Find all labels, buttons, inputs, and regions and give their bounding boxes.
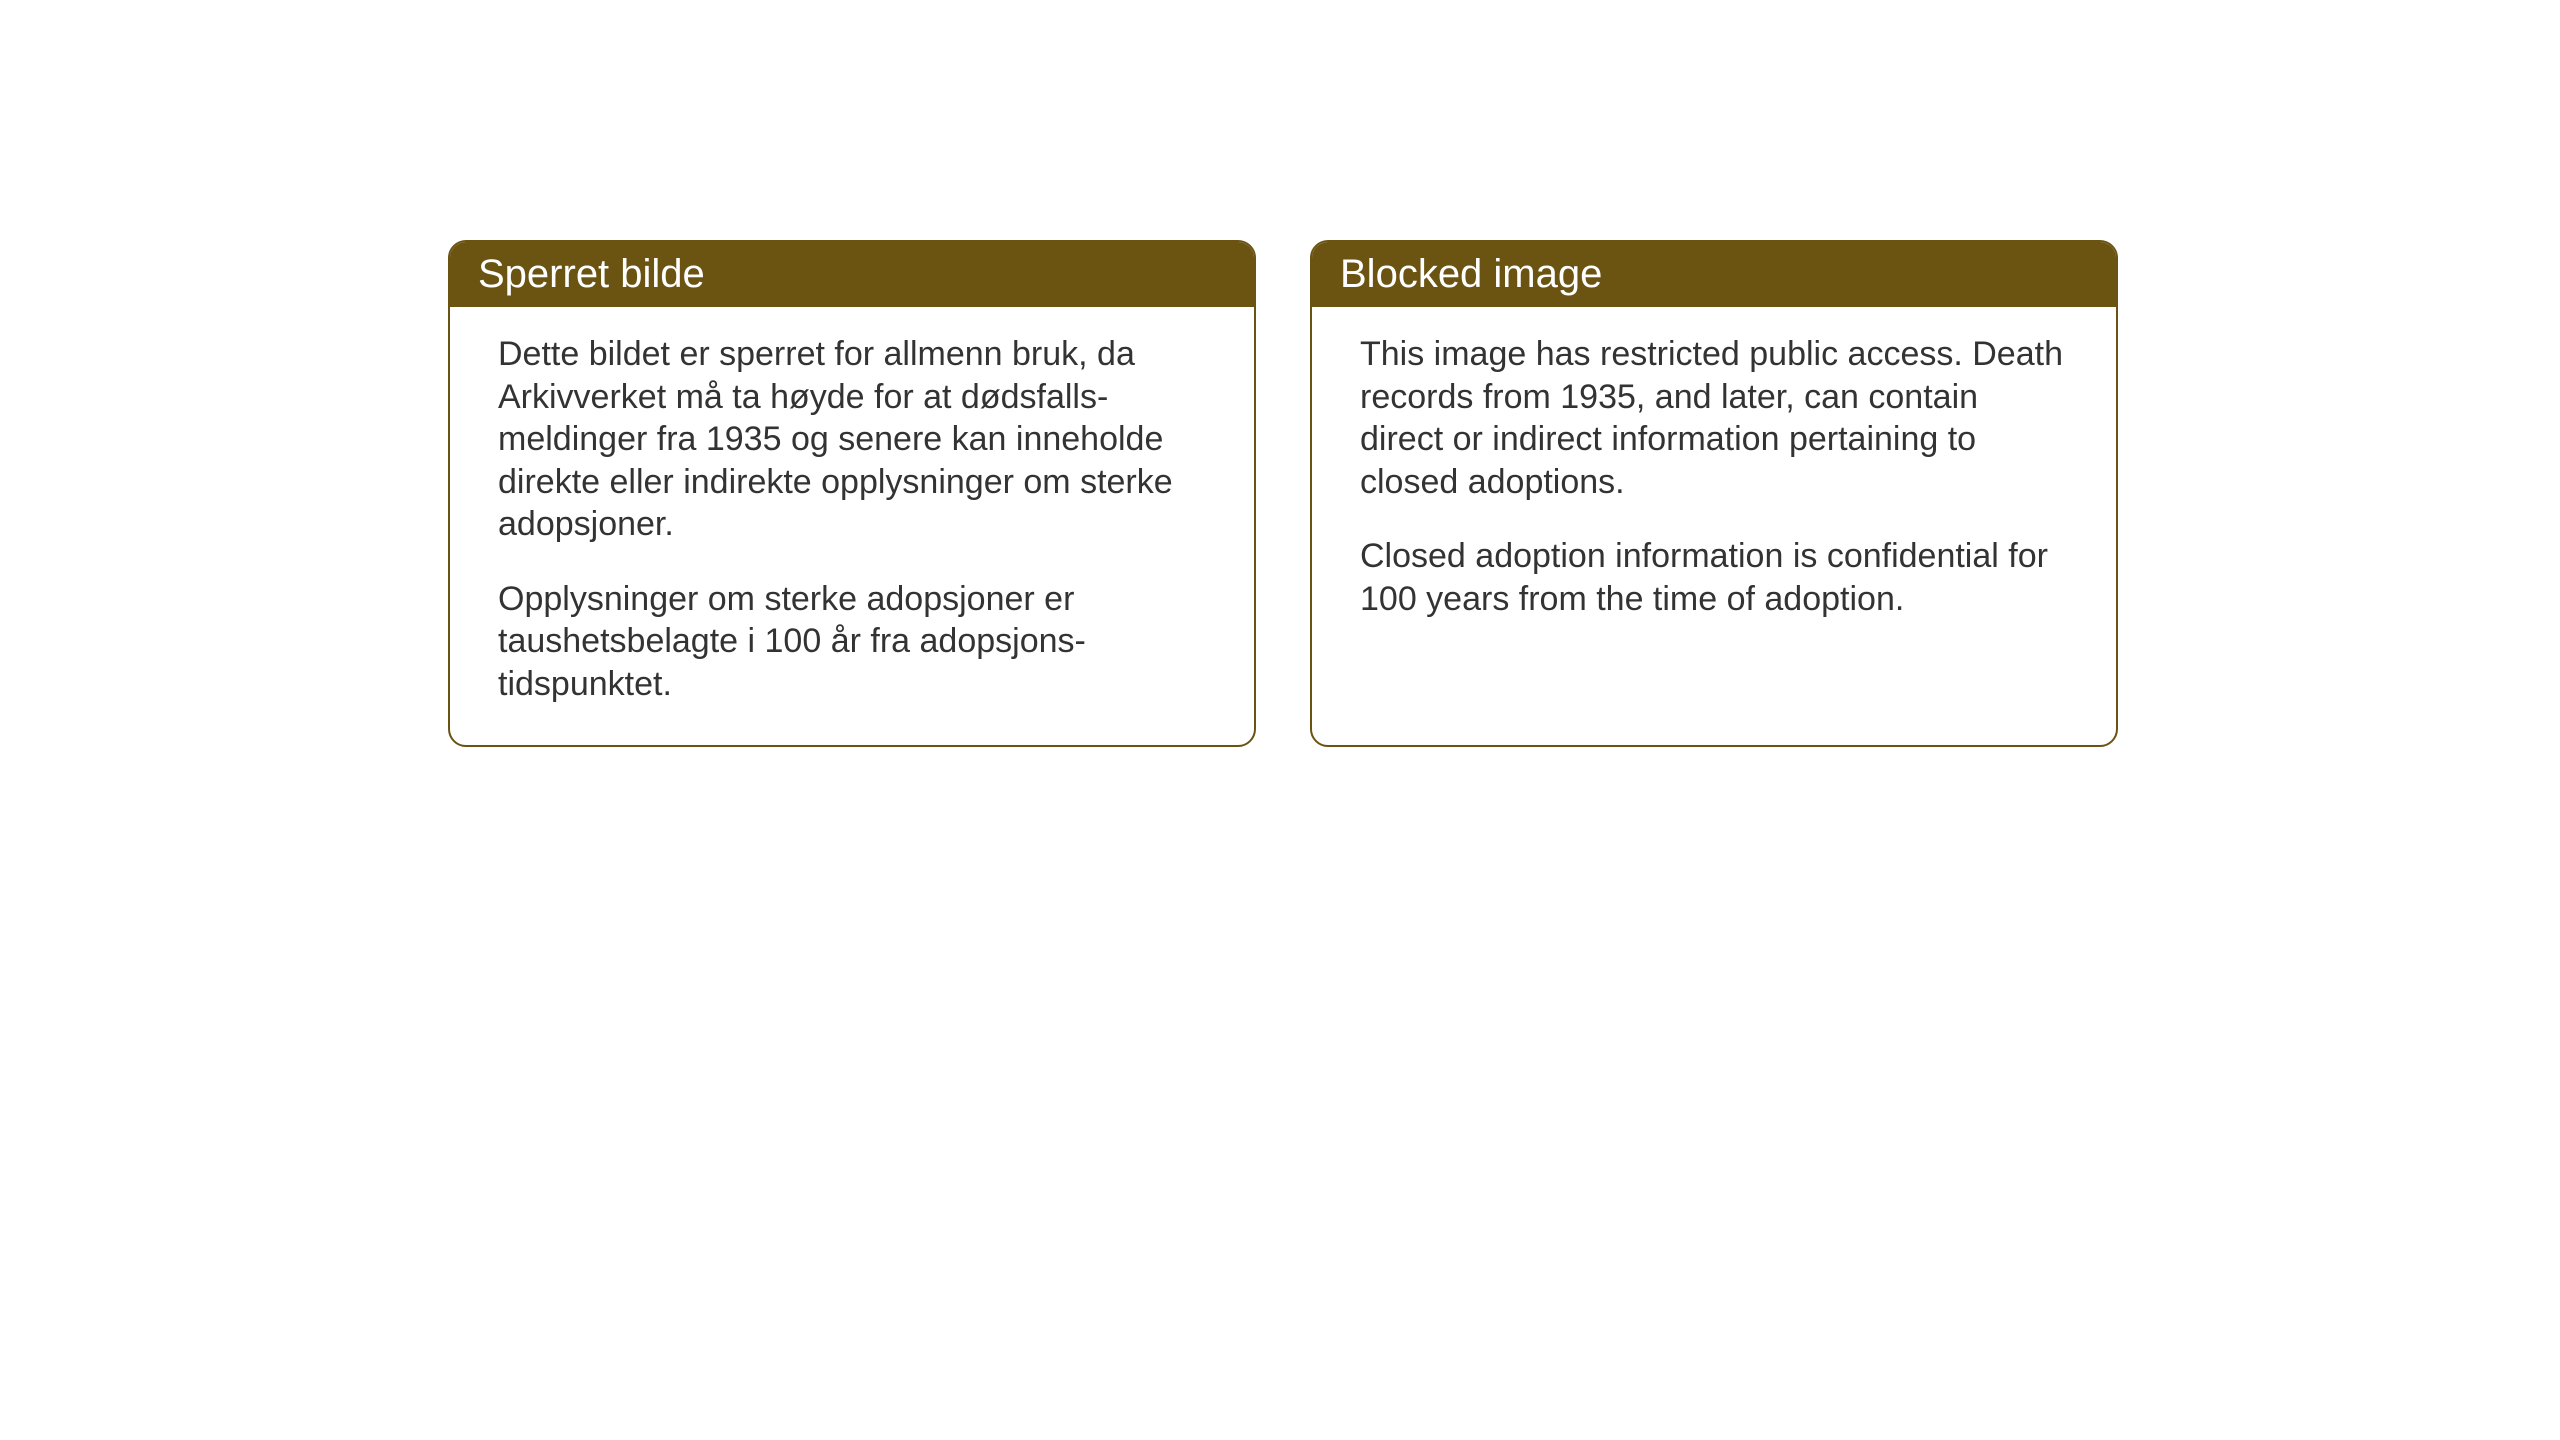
notice-paragraph-2-english: Closed adoption information is confident… xyxy=(1360,535,2068,620)
notice-body-norwegian: Dette bildet er sperret for allmenn bruk… xyxy=(450,307,1254,745)
notice-box-norwegian: Sperret bilde Dette bildet er sperret fo… xyxy=(448,240,1256,747)
notice-box-english: Blocked image This image has restricted … xyxy=(1310,240,2118,747)
notice-header-norwegian: Sperret bilde xyxy=(450,242,1254,307)
notice-body-english: This image has restricted public access.… xyxy=(1312,307,2116,660)
notice-paragraph-1-english: This image has restricted public access.… xyxy=(1360,333,2068,503)
notice-header-english: Blocked image xyxy=(1312,242,2116,307)
notice-paragraph-2-norwegian: Opplysninger om sterke adopsjoner er tau… xyxy=(498,578,1206,706)
notice-container: Sperret bilde Dette bildet er sperret fo… xyxy=(448,240,2118,747)
notice-title-english: Blocked image xyxy=(1340,252,1602,296)
notice-title-norwegian: Sperret bilde xyxy=(478,252,705,296)
notice-paragraph-1-norwegian: Dette bildet er sperret for allmenn bruk… xyxy=(498,333,1206,546)
